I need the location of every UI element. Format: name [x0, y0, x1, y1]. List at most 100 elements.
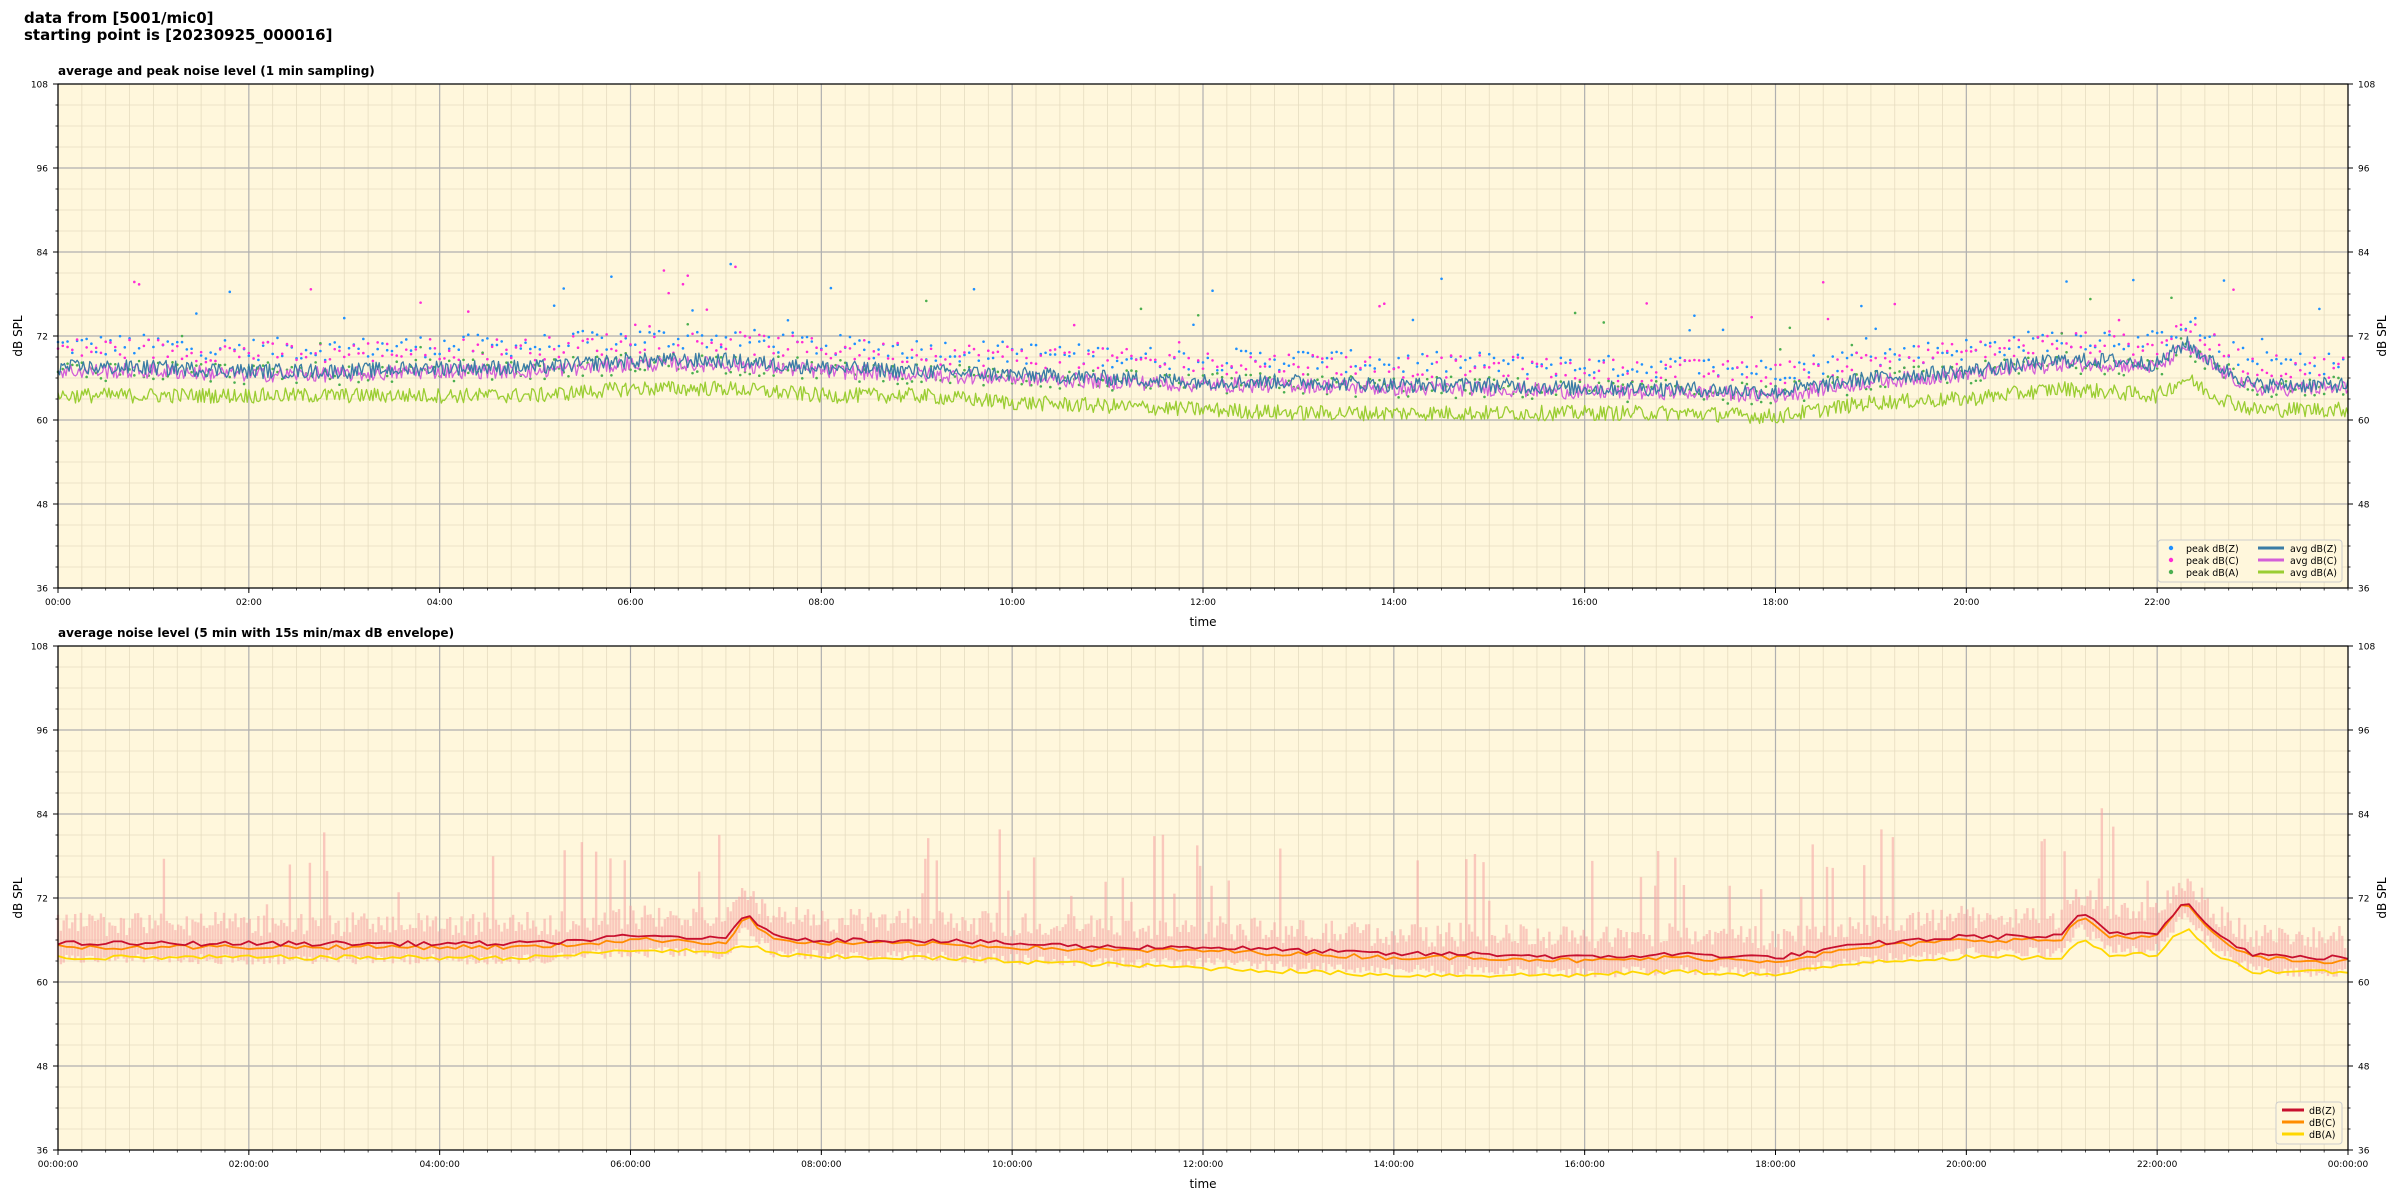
peak-point: [1592, 376, 1596, 380]
peak-point: [543, 358, 546, 361]
xtick-label: 16:00: [1572, 598, 1598, 608]
peak-point: [109, 341, 112, 344]
peak-point: [1111, 365, 1114, 369]
peak-point: [1573, 377, 1577, 380]
peak-point: [2151, 343, 2154, 347]
peak-point: [2046, 334, 2049, 338]
peak-point: [1173, 355, 1176, 359]
peak-point: [1406, 354, 1410, 357]
peak-point: [66, 345, 69, 349]
peak-point: [1879, 385, 1882, 388]
peak-point: [1115, 359, 1119, 363]
peak-point: [934, 359, 938, 362]
peak-point: [1731, 367, 1734, 370]
peak-point: [1115, 356, 1119, 359]
peak-point: [524, 341, 527, 344]
peak-point: [309, 351, 313, 355]
peak-point: [2079, 345, 2083, 349]
peak-point: [2089, 344, 2092, 348]
peak-point: [743, 334, 747, 338]
peak-point: [929, 347, 933, 351]
peak-point: [223, 345, 227, 348]
peak-point: [1607, 379, 1610, 383]
peak-point: [1473, 378, 1477, 381]
series-line-avg-db-z-: [57, 336, 2349, 400]
peak-point: [676, 337, 680, 341]
peak-point: [1101, 347, 1105, 350]
peak-point: [2265, 351, 2269, 354]
peak-point: [987, 357, 990, 360]
peak-point: [1373, 370, 1377, 373]
peak-point: [1378, 304, 1381, 308]
peak-point: [2332, 375, 2335, 379]
peak-point: [385, 342, 389, 346]
legend-marker: [2168, 545, 2174, 551]
peak-point: [996, 350, 1000, 354]
peak-point: [1344, 370, 1348, 374]
peak-point: [905, 360, 909, 364]
peak-point: [781, 333, 785, 337]
peak-point: [777, 355, 780, 359]
peak-point: [1278, 370, 1281, 374]
peak-point: [1177, 350, 1181, 353]
peak-point: [839, 333, 842, 337]
peak-point: [1025, 356, 1028, 360]
peak-point: [1965, 338, 1968, 342]
peak-point: [624, 336, 628, 340]
peak-point: [667, 344, 670, 348]
peak-point: [1478, 378, 1482, 381]
peak-point: [366, 342, 370, 345]
peak-point: [1182, 352, 1186, 355]
peak-point: [1802, 399, 1806, 402]
peak-point: [409, 352, 413, 356]
peak-point: [1549, 363, 1553, 366]
peak-point: [2046, 349, 2049, 353]
peak-point: [1569, 361, 1572, 365]
peak-point: [2127, 342, 2130, 346]
peak-point: [462, 358, 465, 362]
legend-label: avg dB(A): [2290, 568, 2337, 579]
peak-point: [133, 351, 136, 355]
peak-point: [1635, 361, 1639, 364]
peak-point: [872, 350, 876, 353]
peak-point: [977, 353, 981, 357]
peak-point: [958, 360, 961, 363]
peak-point: [1926, 341, 1930, 345]
peak-point: [1397, 396, 1400, 399]
peak-point: [2213, 333, 2216, 336]
peak-point: [1611, 368, 1615, 371]
peak-point: [1664, 378, 1668, 382]
peak-point: [872, 356, 876, 360]
peak-point: [1707, 372, 1711, 376]
peak-point: [557, 355, 561, 359]
peak-point: [2256, 393, 2259, 396]
peak-point: [700, 342, 704, 345]
peak-point: [848, 335, 852, 339]
peak-point: [1273, 354, 1276, 358]
legend-box: [2157, 539, 2343, 583]
peak-point: [1783, 381, 1787, 385]
peak-point: [1521, 395, 1524, 399]
peak-point: [2031, 351, 2035, 355]
peak-point: [1130, 354, 1133, 358]
peak-point: [1220, 364, 1224, 367]
x-axis-label: time: [1189, 615, 1216, 629]
peak-point: [290, 344, 294, 348]
peak-point: [524, 338, 527, 342]
peak-point: [147, 338, 150, 342]
peak-point: [1783, 376, 1787, 380]
peak-point: [633, 323, 637, 327]
peak-point: [991, 351, 995, 354]
peak-point: [1287, 353, 1291, 357]
peak-point: [600, 353, 604, 356]
peak-point: [1969, 345, 1973, 349]
peak-point: [1516, 356, 1520, 359]
peak-point: [1020, 349, 1024, 353]
peak-point: [529, 377, 532, 380]
peak-point: [920, 348, 923, 351]
peak-point: [1516, 377, 1520, 380]
peak-point: [1979, 340, 1982, 343]
peak-point: [1020, 382, 1024, 386]
peak-point: [972, 347, 976, 351]
peak-point: [953, 375, 957, 378]
